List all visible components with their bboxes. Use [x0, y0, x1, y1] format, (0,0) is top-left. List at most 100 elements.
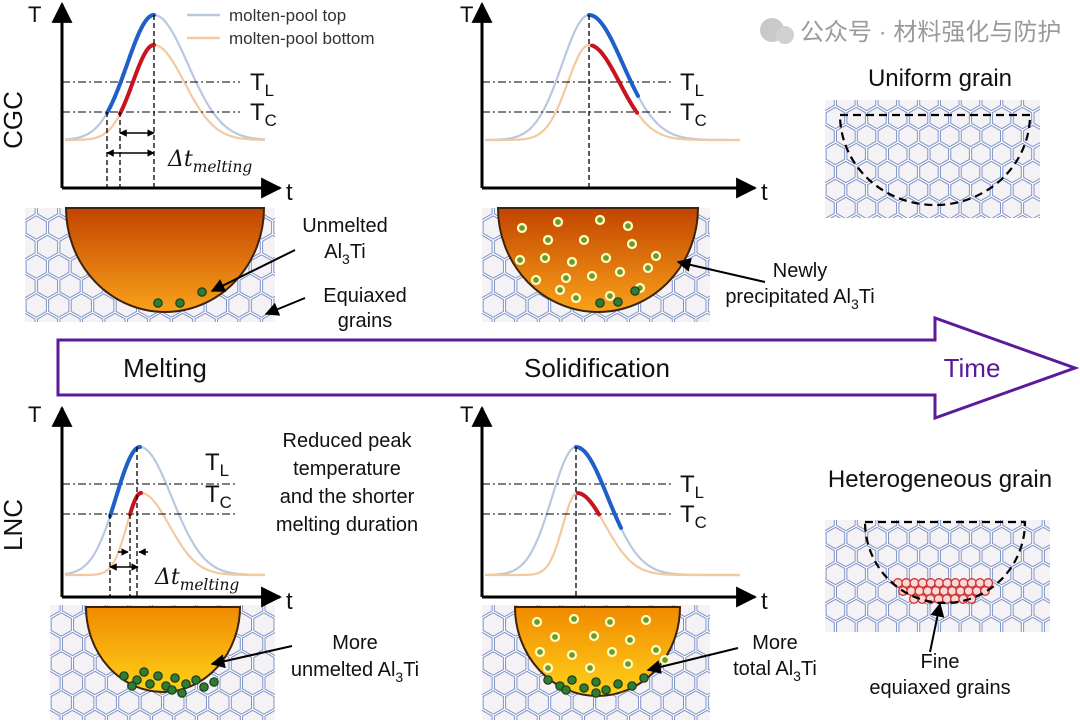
fine-label: Fine	[921, 651, 960, 673]
critical-temperature-label: TC	[250, 99, 277, 130]
grain-cell	[898, 520, 918, 532]
text-part: Ti	[801, 658, 817, 680]
grain-cell	[1023, 520, 1043, 532]
grain-cell	[93, 293, 115, 318]
grain-cell	[856, 520, 877, 532]
grain-cell	[73, 651, 95, 676]
text-part: melting	[193, 158, 253, 176]
grain-cell	[606, 709, 628, 720]
grain-cell	[516, 709, 538, 720]
grain-cell	[505, 293, 527, 318]
grain-cell	[877, 100, 898, 112]
grain-cell	[908, 178, 929, 202]
grain-cell	[960, 544, 981, 568]
grain-cell	[149, 312, 171, 322]
grain-cell	[685, 612, 707, 637]
grain-cell	[939, 100, 960, 112]
grain-cell	[720, 235, 740, 258]
precipitated-al3ti-particle	[604, 290, 616, 302]
text-part: T	[680, 501, 695, 528]
unmelted-al3ti-particle	[145, 679, 155, 689]
equiaxed-pointer	[264, 297, 306, 316]
text-part: 3	[395, 669, 403, 685]
grain-cell	[805, 143, 824, 164]
grain-cell	[527, 690, 549, 715]
time-label: Time	[944, 353, 1001, 383]
grain-cell	[527, 293, 549, 318]
grain-cell	[795, 581, 814, 602]
molten-pool	[496, 207, 700, 313]
grain-cell	[939, 160, 960, 184]
grain-cell	[707, 656, 710, 671]
grain-cell	[960, 160, 981, 184]
grain-cell	[950, 526, 970, 550]
text-part: grains	[338, 310, 392, 332]
grain-cell	[262, 312, 275, 322]
grain-cell	[1043, 520, 1050, 530]
text-part: Heterogeneous grain	[828, 466, 1052, 493]
grain-cell	[1043, 582, 1050, 602]
grain-cell	[991, 526, 1012, 550]
grain-cell	[461, 691, 481, 714]
grain-cell	[1023, 124, 1040, 148]
grain-cell	[4, 294, 24, 317]
text-part: T	[205, 449, 220, 476]
grain-cell	[960, 520, 981, 532]
text-part: Equiaxed	[323, 285, 406, 307]
grain-cell	[106, 709, 129, 720]
grain-cell	[242, 631, 264, 657]
grain-cell	[561, 312, 583, 322]
grain-cell	[960, 616, 981, 632]
grain-cell	[1037, 216, 1040, 218]
grain-cell	[61, 670, 84, 696]
grain-cell	[36, 273, 59, 299]
grain-cell	[912, 214, 925, 218]
grain-cell	[50, 612, 72, 637]
precipitated-al3ti-particle	[604, 616, 616, 628]
grain-cell	[795, 89, 814, 110]
grain-cell	[50, 709, 61, 720]
text-part: LNC	[0, 499, 28, 551]
liquidus-label: TL	[680, 69, 704, 100]
fine-grain-cell	[958, 578, 969, 588]
grain-cell	[4, 333, 24, 356]
grain-cell	[25, 234, 36, 260]
grain-cell	[0, 235, 13, 258]
grain-cell	[856, 124, 877, 148]
label: T	[28, 402, 41, 427]
grain-cell	[461, 294, 481, 317]
text-part: Newly	[773, 260, 827, 282]
text-part: 3	[851, 296, 859, 312]
grain-cell	[1044, 89, 1063, 110]
grain-cell	[505, 651, 527, 676]
grain-cell	[29, 652, 49, 675]
text-part: C	[265, 111, 277, 130]
unmelted-al3ti-particle	[567, 675, 577, 685]
grain-cell	[662, 690, 684, 715]
precipitated-al3ti-particle	[640, 614, 652, 626]
grain-cell	[898, 124, 918, 148]
grain-cell	[805, 215, 824, 236]
unmelted-al3ti-particle	[579, 683, 589, 693]
precipitated-al3ti-particle	[650, 250, 662, 262]
grain-cell	[197, 709, 219, 720]
grain-cell	[1002, 124, 1022, 148]
reduced-peak-note-line: melting duration	[276, 514, 418, 536]
grain-cell	[1044, 161, 1063, 182]
unmelted-al3ti-particle	[153, 298, 163, 308]
precipitated-al3ti-particle	[542, 234, 554, 246]
grain-cell	[825, 106, 846, 130]
y-axis-label: T	[460, 2, 473, 27]
grain-cell	[48, 254, 70, 279]
grain-cell	[1033, 180, 1040, 200]
x-axis-label: t	[761, 179, 768, 206]
grain-cell	[29, 691, 49, 714]
grain-cell	[836, 100, 856, 112]
unmelted-al3ti-particle	[613, 297, 623, 307]
wechat-logo-icon	[760, 18, 784, 42]
grain-cell	[674, 312, 696, 322]
grain-cell	[1033, 526, 1050, 550]
precipitated-al3ti-particle	[622, 658, 634, 670]
grain-cell	[929, 178, 950, 202]
grain-cell	[493, 631, 516, 657]
